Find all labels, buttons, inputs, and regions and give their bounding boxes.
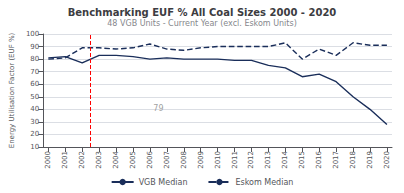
- svg-text:2015: 2015: [298, 151, 306, 169]
- svg-text:2011: 2011: [231, 151, 239, 169]
- svg-text:60: 60: [30, 80, 39, 88]
- svg-text:2013: 2013: [264, 151, 272, 169]
- svg-text:2000: 2000: [44, 151, 52, 169]
- svg-text:10: 10: [30, 143, 39, 151]
- svg-text:100: 100: [26, 30, 39, 38]
- svg-text:Benchmarking EUF % All Coal Si: Benchmarking EUF % All Coal Sizes 2000 -…: [68, 7, 337, 18]
- svg-text:2001: 2001: [61, 151, 69, 169]
- svg-text:Energy Utilisation Factor (EUF: Energy Utilisation Factor (EUF %): [8, 32, 16, 148]
- svg-text:79: 79: [153, 104, 163, 113]
- svg-text:2016: 2016: [315, 150, 323, 168]
- svg-text:2007: 2007: [163, 151, 171, 169]
- svg-text:Eskom Median: Eskom Median: [235, 178, 293, 187]
- svg-text:70: 70: [30, 68, 39, 76]
- svg-text:2019: 2019: [366, 151, 374, 169]
- svg-text:80: 80: [30, 55, 39, 63]
- svg-text:2006: 2006: [146, 150, 154, 168]
- svg-text:2005: 2005: [129, 151, 137, 169]
- svg-text:2017: 2017: [332, 151, 340, 169]
- svg-text:40: 40: [30, 105, 39, 113]
- svg-text:2020: 2020: [383, 151, 391, 169]
- svg-text:20: 20: [30, 130, 39, 138]
- svg-text:2010: 2010: [214, 151, 222, 169]
- svg-text:48 VGB Units - Current Year (e: 48 VGB Units - Current Year (excl. Eskom…: [107, 19, 297, 28]
- svg-text:2014: 2014: [281, 150, 289, 168]
- svg-text:2018: 2018: [349, 151, 357, 169]
- svg-text:2009: 2009: [197, 151, 205, 169]
- svg-text:2003: 2003: [95, 151, 103, 169]
- svg-text:2012: 2012: [247, 151, 255, 169]
- svg-text:VGB Median: VGB Median: [139, 178, 188, 187]
- svg-text:90: 90: [30, 43, 39, 51]
- svg-text:30: 30: [30, 118, 39, 126]
- svg-text:2008: 2008: [180, 151, 188, 169]
- svg-text:2002: 2002: [78, 151, 86, 169]
- svg-text:2004: 2004: [112, 150, 120, 168]
- svg-text:50: 50: [30, 93, 39, 101]
